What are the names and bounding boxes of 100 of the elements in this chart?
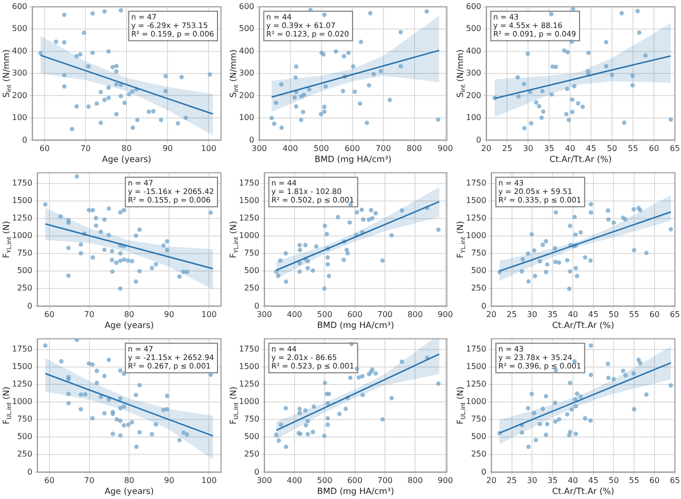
y-tick-label: 1250 [12,380,32,389]
y-tick-label: 250 [17,450,32,459]
y-tick-label: 500 [466,24,482,34]
y-tick-label: 200 [12,90,28,100]
y-tick-label: 1500 [466,362,486,371]
x-tick-label: 500 [317,476,332,486]
x-tick-label: 45 [586,144,596,154]
y-tick-label: 1750 [12,178,32,188]
y-tick-label: 0 [481,467,486,476]
y-tick-label: 1000 [12,231,32,240]
y-tick-label: 250 [471,450,486,459]
y-tick-label: 0 [254,301,260,310]
x-tick-label: 35 [547,310,558,320]
y-tick-label: 250 [17,284,32,293]
y-tick-label: 1250 [466,380,486,389]
x-tick-label: 65 [670,476,680,486]
x-tick-label: 20 [486,310,496,320]
y-tick-label: 600 [12,2,28,11]
x-tick-label: 900 [438,476,453,486]
y-tick-label: 100 [12,113,28,122]
y-tick-label: 750 [17,414,32,424]
x-tick-label: 800 [406,144,422,154]
x-tick-label: 60 [44,310,54,320]
y-tick-label: 250 [244,284,260,293]
x-tick-label: 800 [408,476,423,486]
y-tick-label: 1500 [12,362,32,371]
x-tick-label: 50 [606,144,618,154]
y-tick-label: 750 [244,414,260,424]
y-tick-label: 1000 [466,231,486,240]
x-tick-label: 400 [286,476,302,486]
x-tick-label: 45 [588,476,598,486]
y-tick-label: 1000 [12,397,32,406]
x-tick-label: 25 [506,476,517,486]
x-tick-label: 65 [670,310,680,320]
x-axis-title: Ct.Ar/Tt.Ar (%) [552,487,614,498]
x-tick-label: 70 [80,144,91,154]
x-axis-title: Age (years) [104,321,154,332]
x-tick-label: 600 [344,144,360,154]
y-tick-label: 100 [238,113,254,122]
x-tick-label: 100 [201,476,217,486]
x-tick-label: 500 [314,144,329,154]
x-tick-label: 400 [286,310,302,320]
y-tick-label: 500 [244,432,260,442]
x-tick-label: 25 [502,144,512,154]
y-tick-label: 750 [471,248,486,258]
y-tick-label: 750 [244,248,260,258]
x-tick-label: 600 [347,476,362,486]
y-tick-label: 500 [471,432,486,442]
x-tick-label: 50 [608,310,619,320]
y-tick-label: 600 [466,2,482,11]
x-tick-label: 20 [481,144,492,154]
x-axis-title: BMD (mg HA/cm³) [314,155,392,166]
y-tick-label: 750 [17,248,32,258]
y-tick-label: 0 [27,467,32,476]
x-tick-label: 80 [124,476,134,486]
x-tick-label: 700 [376,144,391,154]
y-tick-label: 300 [238,68,254,78]
x-tick-label: 600 [347,310,362,320]
x-tick-label: 700 [377,476,393,486]
x-tick-label: 80 [124,310,134,320]
y-tick-label: 400 [238,46,254,56]
x-tick-label: 60 [649,476,660,486]
y-tick-label: 500 [17,432,32,442]
y-tick-label: 0 [249,135,254,144]
x-tick-label: 25 [506,310,517,320]
x-tick-label: 30 [527,476,538,486]
y-tick-label: 1750 [466,178,486,188]
y-tick-label: 100 [466,113,482,122]
x-tick-label: 40 [568,310,578,320]
x-tick-label: 90 [164,310,174,320]
y-tick-label: 250 [244,450,260,459]
y-tick-label: 500 [17,266,32,276]
y-tick-label: 500 [238,24,254,34]
y-tick-label: 300 [466,68,482,78]
x-tick-label: 40 [568,476,578,486]
y-tick-label: 1000 [239,231,260,240]
y-tick-label: 1250 [466,214,486,223]
x-tick-label: 55 [629,476,640,486]
x-tick-label: 70 [84,476,94,486]
x-tick-label: 90 [162,144,173,154]
x-tick-label: 55 [628,144,638,154]
y-tick-label: 500 [471,266,486,276]
y-tick-label: 1000 [466,397,486,406]
x-tick-label: 30 [523,144,534,154]
y-tick-label: 400 [466,46,482,56]
y-tick-label: 500 [12,24,28,34]
x-tick-label: 80 [122,144,132,154]
y-tick-label: 400 [12,46,28,56]
x-axis-title: BMD (mg HA/cm³) [317,321,394,332]
x-tick-label: 100 [201,310,217,320]
x-tick-label: 900 [438,144,453,154]
x-tick-label: 40 [565,144,576,154]
y-tick-label: 1250 [239,214,260,223]
y-tick-label: 0 [27,301,32,310]
x-tick-label: 35 [547,476,558,486]
x-tick-label: 90 [164,476,174,486]
y-tick-label: 1500 [239,362,260,371]
x-tick-label: 100 [201,144,216,154]
x-tick-label: 45 [588,310,598,320]
x-tick-label: 400 [282,144,298,154]
